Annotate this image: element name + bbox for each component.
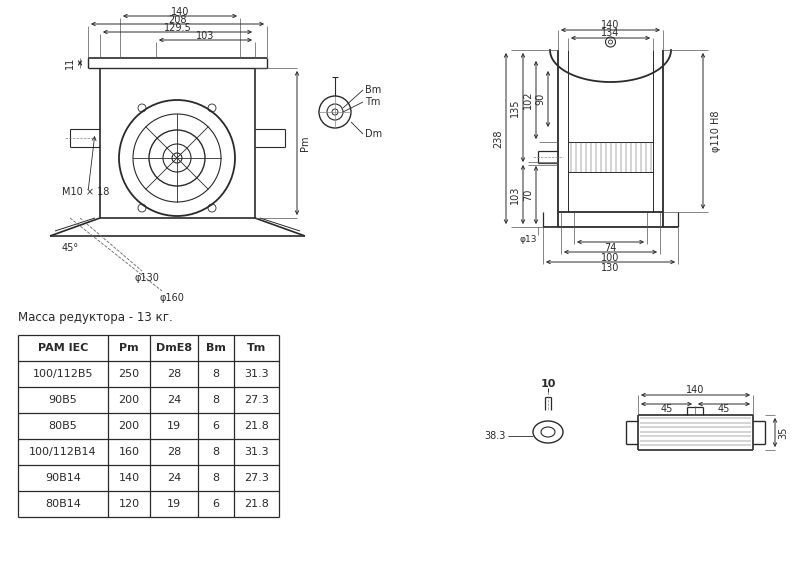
Text: 102: 102 <box>523 91 533 109</box>
Text: 11: 11 <box>65 57 75 69</box>
Text: 200: 200 <box>118 395 139 405</box>
Text: 140: 140 <box>171 7 189 17</box>
Text: 6: 6 <box>213 421 219 431</box>
Text: 90B14: 90B14 <box>45 473 81 483</box>
Text: 8: 8 <box>213 369 219 379</box>
Text: 250: 250 <box>118 369 139 379</box>
Text: 100/112B5: 100/112B5 <box>33 369 94 379</box>
Text: 135: 135 <box>510 98 520 117</box>
Text: 80B5: 80B5 <box>49 421 78 431</box>
Text: φ160: φ160 <box>159 293 185 303</box>
Text: 103: 103 <box>196 31 214 41</box>
Text: DmE8: DmE8 <box>156 343 192 353</box>
Text: 120: 120 <box>118 499 139 509</box>
Text: M10 × 18: M10 × 18 <box>62 187 110 197</box>
Text: 140: 140 <box>686 385 705 395</box>
Text: 19: 19 <box>167 499 181 509</box>
Text: Dm: Dm <box>365 129 382 139</box>
Text: 6: 6 <box>213 499 219 509</box>
Text: 8: 8 <box>213 395 219 405</box>
Text: Pm: Pm <box>300 135 310 150</box>
Text: 27.3: 27.3 <box>244 395 269 405</box>
Text: Pm: Pm <box>119 343 139 353</box>
Text: PAM IEC: PAM IEC <box>38 343 88 353</box>
Text: 90: 90 <box>535 93 545 105</box>
Text: 28: 28 <box>167 369 181 379</box>
Text: Bm: Bm <box>206 343 226 353</box>
Text: 45°: 45° <box>62 243 78 253</box>
Text: 21.8: 21.8 <box>244 499 269 509</box>
Text: 35: 35 <box>778 426 788 439</box>
Text: 140: 140 <box>118 473 139 483</box>
Text: 80B14: 80B14 <box>45 499 81 509</box>
Text: 38.3: 38.3 <box>485 431 506 441</box>
Text: 10: 10 <box>540 379 556 389</box>
Text: 134: 134 <box>602 28 620 38</box>
Text: 21.8: 21.8 <box>244 421 269 431</box>
Text: 8: 8 <box>213 473 219 483</box>
Text: 160: 160 <box>118 447 139 457</box>
Text: φ110 H8: φ110 H8 <box>711 110 721 152</box>
Text: Bm: Bm <box>365 85 382 95</box>
Text: 31.3: 31.3 <box>244 447 269 457</box>
Text: φ13: φ13 <box>519 234 537 243</box>
Text: 238: 238 <box>493 129 503 148</box>
Text: 24: 24 <box>167 473 181 483</box>
Text: Tm: Tm <box>247 343 266 353</box>
Text: 100/112B14: 100/112B14 <box>29 447 97 457</box>
Text: 45: 45 <box>660 404 673 414</box>
Text: 129.5: 129.5 <box>164 23 191 33</box>
Text: 31.3: 31.3 <box>244 369 269 379</box>
Text: 140: 140 <box>602 20 620 30</box>
Text: φ130: φ130 <box>134 273 159 283</box>
Text: 130: 130 <box>602 263 620 273</box>
Text: 200: 200 <box>118 421 139 431</box>
Text: 28: 28 <box>167 447 181 457</box>
Text: 27.3: 27.3 <box>244 473 269 483</box>
Text: 90B5: 90B5 <box>49 395 78 405</box>
Text: 70: 70 <box>523 189 533 201</box>
Text: Масса редуктора - 13 кг.: Масса редуктора - 13 кг. <box>18 311 173 324</box>
Text: 74: 74 <box>604 243 617 253</box>
Text: 19: 19 <box>167 421 181 431</box>
Text: 103: 103 <box>510 185 520 203</box>
Text: 8: 8 <box>213 447 219 457</box>
Text: Tm: Tm <box>365 97 380 107</box>
Text: 100: 100 <box>602 253 620 263</box>
Text: 208: 208 <box>168 15 186 25</box>
Text: 24: 24 <box>167 395 181 405</box>
Text: 45: 45 <box>718 404 730 414</box>
